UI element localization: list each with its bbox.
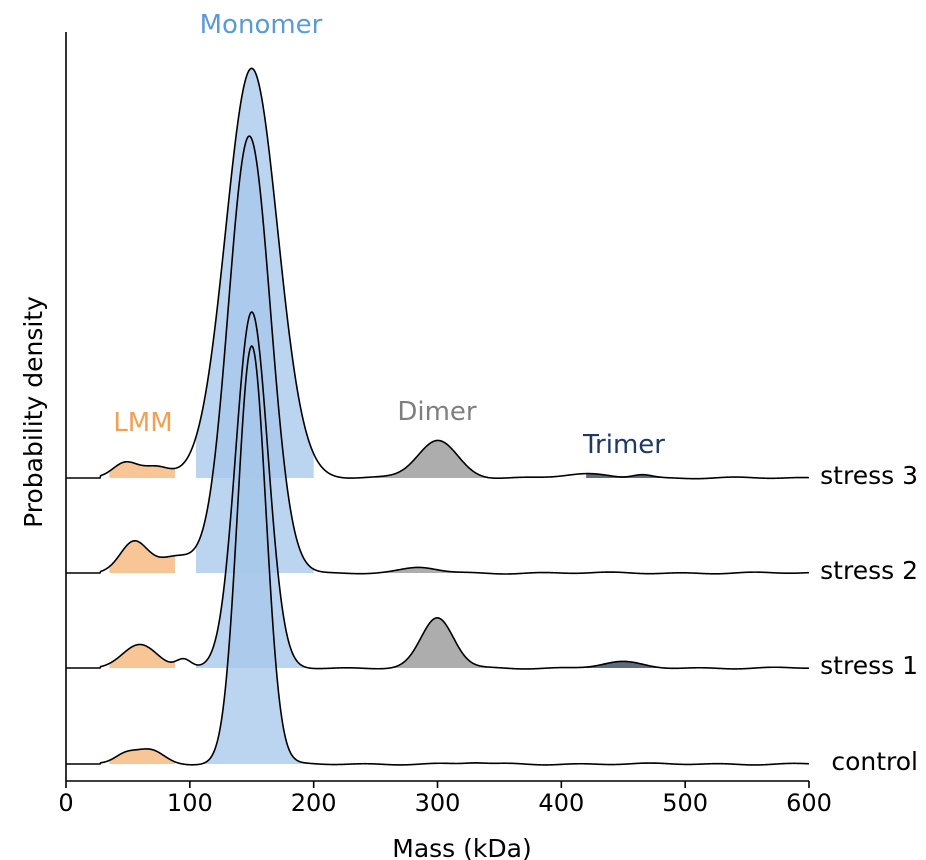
density-curve-stress-2 [65, 135, 810, 575]
region-labels: LMM Monomer Dimer Trimer [113, 10, 665, 460]
density-curve-stress-3 [65, 67, 810, 480]
series-label-stress-3: stress 3 [820, 461, 918, 490]
region-label-lmm: LMM [113, 408, 172, 438]
series-label-stress-1: stress 1 [820, 651, 918, 680]
region-fill-trimer-stress-1 [586, 661, 661, 668]
region-label-dimer: Dimer [397, 397, 477, 427]
x-axis-label: Mass (kDa) [392, 834, 531, 860]
x-tick-label: 100 [167, 789, 213, 817]
region-fill-lmm-stress-2 [109, 540, 175, 573]
region-fill-dimer-stress-2 [375, 567, 488, 574]
density-curve-stress-1 [65, 311, 810, 670]
x-tick-label: 300 [415, 789, 461, 817]
x-tick-label: 200 [291, 789, 337, 817]
density-curve-control [65, 345, 810, 766]
x-ticks: 0 100 200 300 400 500 600 [58, 781, 832, 817]
region-label-trimer: Trimer [582, 430, 665, 460]
region-fill-lmm-stress-1 [109, 644, 175, 668]
region-fill-monomer-control [196, 346, 314, 765]
region-label-monomer: Monomer [200, 10, 323, 40]
series-label-control: control [831, 747, 918, 776]
series-labels: control stress 1 stress 2 stress 3 [820, 461, 918, 776]
density-curves [65, 67, 810, 766]
x-tick-label: 0 [58, 789, 73, 817]
region-fill-lmm-stress-3 [109, 461, 175, 478]
series-label-stress-2: stress 2 [820, 556, 918, 585]
y-axis-label: Probability density [19, 296, 48, 528]
x-tick-label: 500 [662, 789, 708, 817]
x-tick-label: 400 [538, 789, 584, 817]
region-fill-dimer-stress-3 [375, 440, 488, 478]
region-fill-dimer-stress-1 [375, 617, 488, 669]
region-fills [109, 68, 661, 765]
x-tick-label: 600 [786, 789, 832, 817]
